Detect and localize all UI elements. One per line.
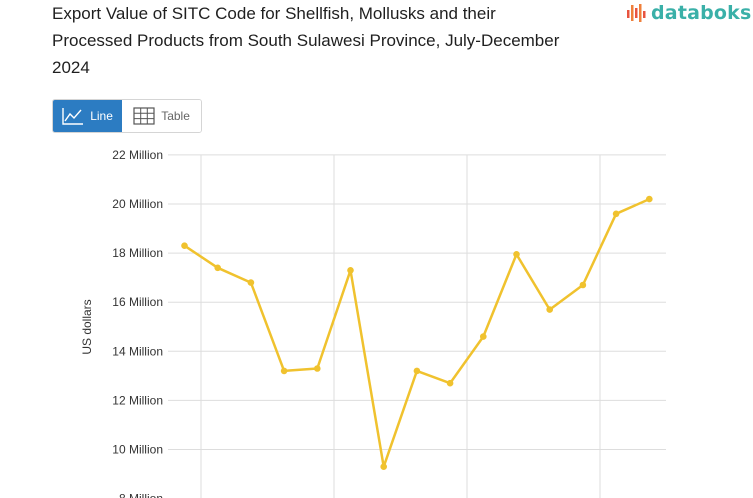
data-point[interactable]	[314, 365, 321, 372]
y-axis-title: US dollars	[80, 299, 94, 354]
y-tick-label: 10 Million	[112, 443, 163, 457]
chart-title: Export Value of SITC Code for Shellfish,…	[52, 4, 560, 77]
data-point[interactable]	[181, 242, 188, 249]
line-view-label: Line	[90, 109, 113, 123]
table-view-button[interactable]: Table	[122, 100, 201, 132]
y-tick-label: 22 Million	[112, 148, 163, 162]
data-point[interactable]	[513, 251, 520, 258]
logo-text: databoks	[651, 2, 752, 24]
logo-bars-icon	[627, 4, 646, 22]
data-point[interactable]	[380, 463, 388, 471]
data-point[interactable]	[612, 210, 620, 218]
data-point[interactable]	[546, 306, 553, 313]
line-chart-icon	[62, 108, 84, 125]
data-point[interactable]	[579, 281, 587, 289]
data-point[interactable]	[347, 267, 354, 274]
data-point[interactable]	[646, 195, 653, 203]
y-tick-label: 18 Million	[112, 246, 163, 260]
y-tick-label: 12 Million	[112, 393, 163, 407]
y-tick-label: 14 Million	[112, 344, 163, 358]
data-points	[181, 195, 653, 471]
series-line	[183, 197, 650, 468]
table-view-label: Table	[161, 109, 190, 123]
y-tick-labels: 8 Million 10 Million 12 Million 14 Million 1…	[112, 148, 163, 498]
data-point[interactable]	[280, 367, 288, 375]
data-point[interactable]	[446, 379, 454, 387]
y-tick-label: 8 Million	[119, 492, 163, 498]
table-grid-icon	[133, 107, 155, 125]
y-tick-label: 16 Million	[112, 295, 163, 309]
y-tick-label: 20 Million	[112, 197, 163, 211]
data-point[interactable]	[480, 333, 487, 340]
databoks-logo: databoks	[626, 2, 752, 24]
data-point[interactable]	[247, 279, 255, 286]
data-point[interactable]	[214, 264, 221, 272]
view-toggle: Line Table	[52, 99, 202, 133]
grid-layer	[168, 154, 666, 498]
line-view-button[interactable]: Line	[53, 100, 123, 132]
data-point[interactable]	[413, 367, 421, 375]
